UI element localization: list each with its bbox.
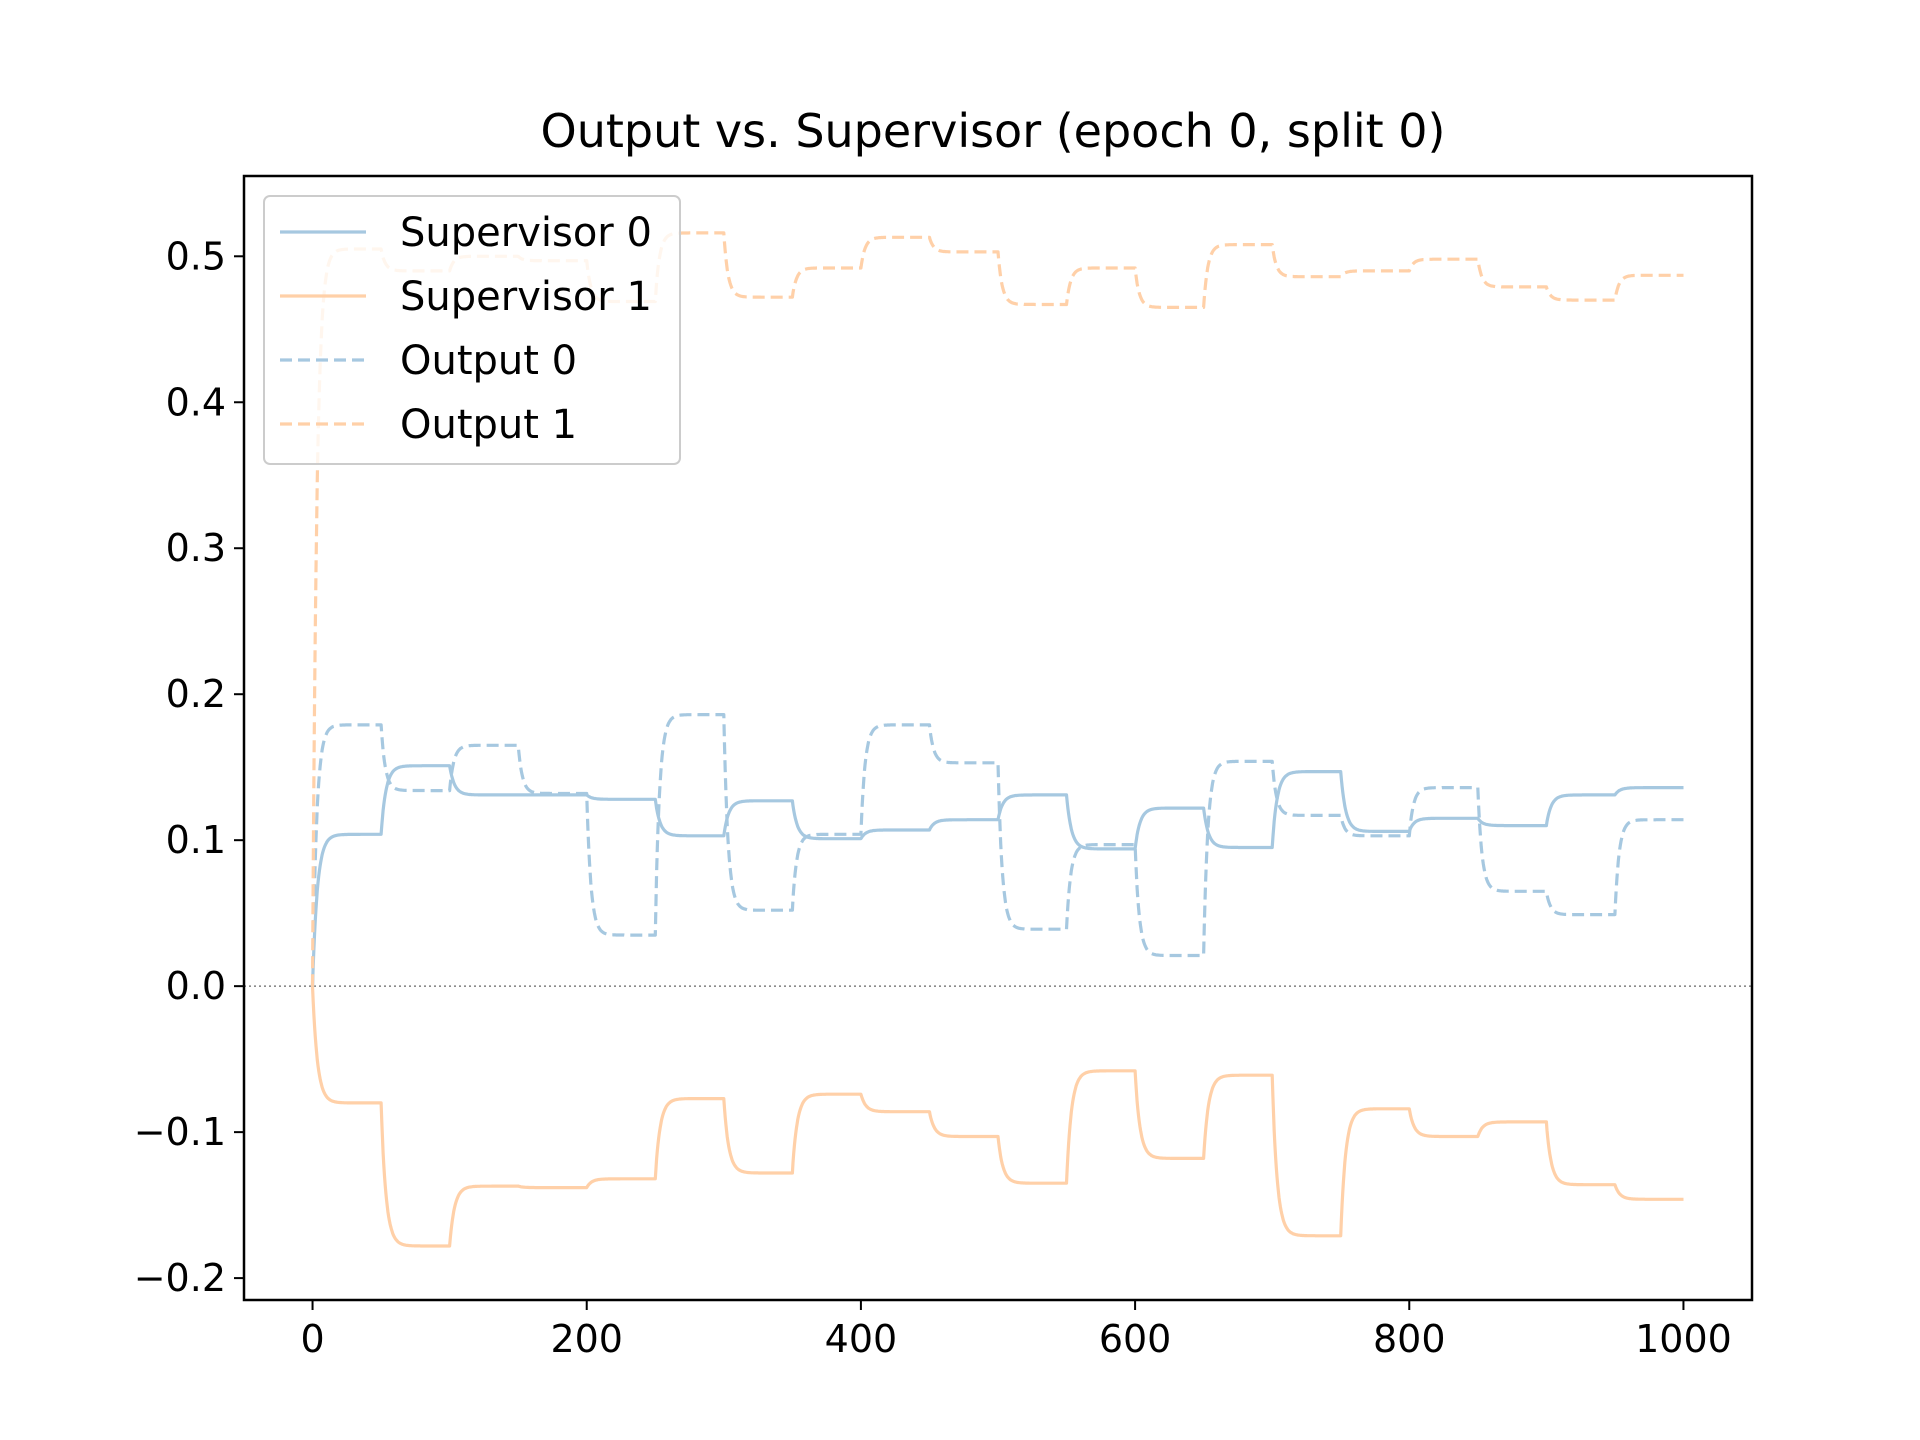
y-tick-label: −0.1	[134, 1110, 226, 1154]
chart-title: Output vs. Supervisor (epoch 0, split 0)	[540, 104, 1445, 158]
legend-label: Supervisor 0	[400, 210, 652, 256]
y-tick-label: −0.2	[134, 1256, 226, 1300]
legend: Supervisor 0 Supervisor 1 Output 0 Output 1	[263, 195, 681, 465]
y-tick-label: 0.5	[166, 234, 226, 278]
y-tick-label: 0.1	[166, 818, 226, 862]
legend-label: Output 0	[400, 338, 577, 384]
y-tick-label: 0.0	[166, 964, 226, 1008]
series-line-supervisor-1	[310, 986, 1685, 1248]
legend-label: Output 1	[400, 402, 577, 448]
x-tick-label: 0	[300, 1317, 324, 1361]
plot-frame	[242, 174, 1754, 1302]
y-tick-label: 0.2	[166, 672, 226, 716]
x-tick-label: 200	[550, 1317, 623, 1361]
x-tick-label: 600	[1099, 1317, 1172, 1361]
x-tick-label: 800	[1373, 1317, 1446, 1361]
legend-box	[263, 195, 681, 465]
y-tick-label: 0.3	[166, 526, 226, 570]
series-line-supervisor-0	[310, 764, 1685, 987]
series-line-output-0	[310, 713, 1685, 987]
y-tick-label: 0.4	[166, 380, 226, 424]
legend-label: Supervisor 1	[400, 274, 652, 320]
x-tick-label: 400	[825, 1317, 898, 1361]
x-tick-label: 1000	[1635, 1317, 1732, 1361]
axes-group: 0 200 400 600 800 1000 −0.2 −0.1 0.0 0.1 0.2 0.3 0.4…	[134, 234, 1732, 1361]
